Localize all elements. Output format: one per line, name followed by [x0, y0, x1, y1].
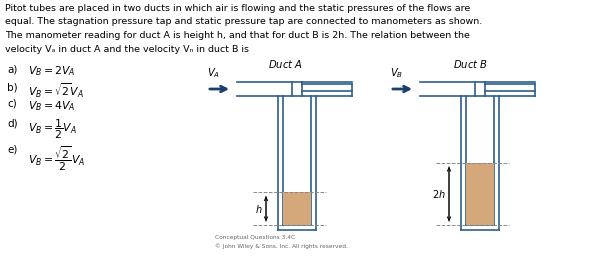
- Text: e): e): [7, 145, 17, 155]
- Bar: [283, 193, 311, 225]
- Text: $V_B = 2V_A$: $V_B = 2V_A$: [28, 64, 75, 78]
- Text: c): c): [7, 99, 17, 109]
- Text: velocity Vₐ in duct A and the velocity Vₙ in duct B is: velocity Vₐ in duct A and the velocity V…: [5, 45, 249, 54]
- Text: $V_B = \dfrac{\sqrt{2}}{2}V_A$: $V_B = \dfrac{\sqrt{2}}{2}V_A$: [28, 145, 85, 173]
- Text: $V_A$: $V_A$: [207, 66, 220, 80]
- Text: $V_B = \sqrt{2}V_A$: $V_B = \sqrt{2}V_A$: [28, 82, 84, 100]
- Text: $h$: $h$: [256, 203, 263, 215]
- Text: b): b): [7, 82, 18, 92]
- Text: $V_B = 4V_A$: $V_B = 4V_A$: [28, 99, 75, 113]
- Text: equal. The stagnation pressure tap and static pressure tap are connected to mano: equal. The stagnation pressure tap and s…: [5, 17, 482, 26]
- Text: © John Wiley & Sons, Inc. All rights reserved.: © John Wiley & Sons, Inc. All rights res…: [215, 243, 348, 249]
- Text: $2h$: $2h$: [432, 188, 446, 200]
- Text: The manometer reading for duct A is height h, and that for duct B is 2h. The rel: The manometer reading for duct A is heig…: [5, 31, 470, 40]
- Text: $V_B = \dfrac{1}{2}V_A$: $V_B = \dfrac{1}{2}V_A$: [28, 118, 77, 141]
- Text: Conceptual Questions 3.4C: Conceptual Questions 3.4C: [215, 235, 295, 240]
- Text: Duct $A$: Duct $A$: [268, 58, 302, 70]
- Text: d): d): [7, 118, 18, 128]
- Bar: [466, 163, 494, 225]
- Text: $V_B$: $V_B$: [390, 66, 403, 80]
- Text: Duct $B$: Duct $B$: [452, 58, 487, 70]
- Text: a): a): [7, 64, 17, 74]
- Text: Pitot tubes are placed in two ducts in which air is flowing and the static press: Pitot tubes are placed in two ducts in w…: [5, 4, 470, 13]
